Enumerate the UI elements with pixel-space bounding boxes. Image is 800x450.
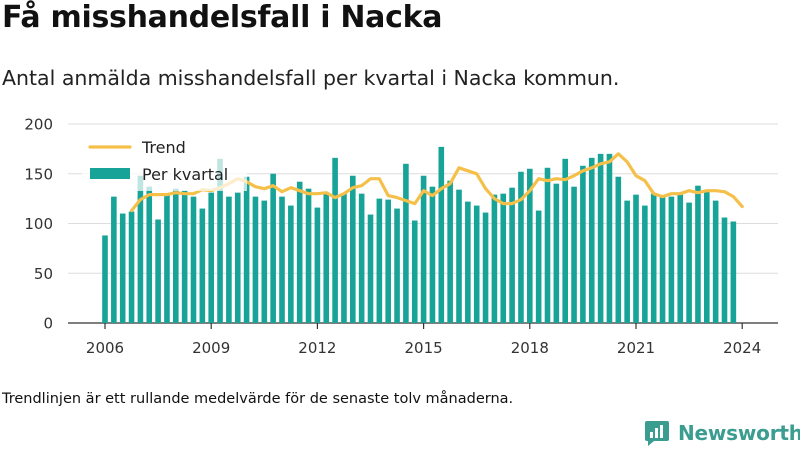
bar	[323, 193, 330, 323]
legend-bars-label: Per kvartal	[142, 165, 228, 184]
y-tick-label: 0	[43, 315, 53, 333]
bar	[633, 194, 639, 323]
bar	[606, 153, 613, 323]
bar	[527, 168, 533, 323]
bar	[721, 217, 728, 323]
bar	[173, 188, 179, 323]
bar	[261, 200, 268, 323]
bar	[535, 210, 542, 323]
bar	[350, 175, 356, 323]
chart-subtitle: Antal anmälda misshandelsfall per kvarta…	[2, 66, 620, 90]
bar	[650, 193, 657, 323]
bar	[668, 196, 675, 323]
bar	[376, 198, 383, 323]
bar	[341, 193, 347, 323]
bar	[137, 175, 144, 323]
y-tick-label: 50	[34, 265, 53, 283]
brand-name: Newsworthy	[678, 421, 800, 445]
bar	[155, 219, 161, 323]
brand-logo: Newsworthy	[644, 418, 800, 448]
x-tick-label: 2021	[617, 339, 655, 357]
bar	[296, 181, 303, 323]
bar	[111, 196, 117, 323]
bar	[119, 213, 126, 323]
bar	[314, 207, 321, 323]
legend-background	[82, 133, 247, 191]
bar	[438, 146, 445, 323]
bar	[332, 157, 338, 323]
bar	[234, 192, 241, 323]
bar	[642, 205, 648, 323]
x-tick-label: 2006	[86, 339, 124, 357]
newsworthy-logo-icon	[645, 421, 669, 446]
bar	[217, 158, 223, 323]
bar	[518, 171, 524, 323]
bar	[164, 193, 170, 323]
bar	[597, 153, 604, 323]
bar	[686, 202, 692, 323]
bar	[403, 163, 409, 323]
bar	[420, 175, 427, 323]
bar	[146, 186, 153, 323]
bar	[305, 188, 312, 323]
bar	[411, 220, 418, 323]
bar	[199, 208, 206, 323]
bar	[367, 214, 374, 323]
bar	[226, 196, 232, 323]
legend-trend-label: Trend	[141, 138, 186, 157]
x-tick-label: 2018	[511, 339, 549, 357]
bar	[491, 194, 498, 323]
y-axis: 0 50 100 150 200	[24, 116, 53, 333]
bar	[181, 190, 188, 323]
bar	[677, 194, 684, 323]
bar	[562, 158, 568, 323]
bar	[447, 180, 453, 323]
bar	[500, 193, 507, 323]
bar	[588, 157, 595, 323]
x-tick-label: 2015	[405, 339, 443, 357]
bar	[465, 201, 471, 323]
bar	[456, 189, 462, 323]
bar	[624, 200, 630, 323]
bar	[128, 211, 135, 323]
bar	[712, 200, 719, 323]
footnote: Trendlinjen är ett rullande medelvärde f…	[2, 391, 514, 407]
bar	[279, 196, 285, 323]
y-tick-label: 200	[24, 116, 53, 134]
bar	[580, 165, 586, 323]
bar	[429, 186, 436, 323]
bar	[102, 235, 108, 323]
bar	[270, 173, 276, 323]
bar	[730, 221, 737, 323]
bar	[288, 205, 294, 323]
y-tick-label: 150	[24, 165, 53, 183]
bars	[102, 146, 737, 323]
bar	[252, 196, 259, 323]
bar	[190, 196, 197, 323]
bar	[385, 199, 391, 323]
bar	[695, 185, 701, 323]
x-tick-label: 2024	[723, 339, 761, 357]
bar	[659, 195, 666, 323]
chart-title: Få misshandelsfall i Nacka	[2, 0, 443, 35]
x-tick-label: 2009	[192, 339, 230, 357]
bar	[615, 176, 622, 323]
bar	[243, 176, 250, 323]
x-axis: 2006 2009 2012 2015 2018 2021 2024	[86, 323, 761, 357]
y-tick-label: 100	[24, 215, 53, 233]
bar	[509, 187, 515, 323]
bar	[553, 183, 560, 323]
bar	[571, 186, 577, 323]
bar	[704, 190, 710, 323]
legend-bars-swatch	[90, 168, 130, 179]
legend: Trend Per kvartal	[82, 133, 247, 191]
bar	[208, 192, 214, 323]
bar	[473, 205, 480, 323]
bar	[394, 208, 400, 323]
x-tick-label: 2012	[298, 339, 336, 357]
bar	[358, 193, 365, 323]
bar	[544, 167, 551, 323]
bar	[482, 212, 489, 323]
